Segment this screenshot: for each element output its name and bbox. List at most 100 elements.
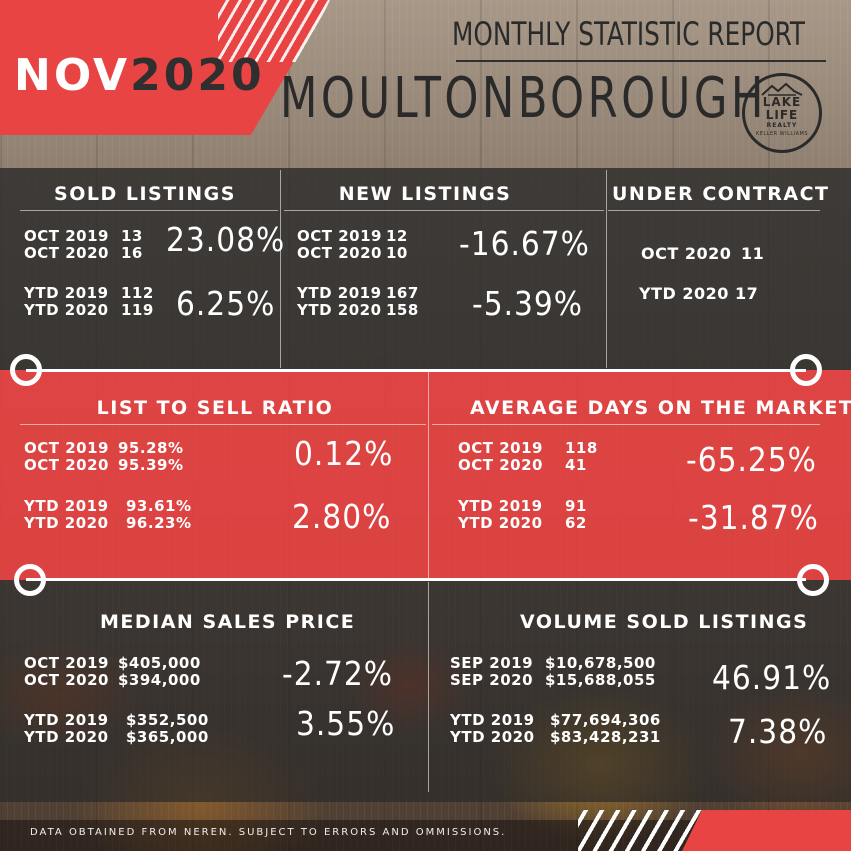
under-contract-label-1: OCT 2020 <box>641 244 732 263</box>
days-ytd-label-1: YTD 2019 <box>458 497 543 515</box>
volume-ytd-value-2: $83,428,231 <box>550 728 661 746</box>
bottom-stats-band <box>0 580 851 802</box>
volume-sold-title: VOLUME SOLD LISTINGS <box>520 611 809 633</box>
median-monthly-row-1: OCT 2019 $405,000 <box>24 654 200 672</box>
days-monthly-row-2: OCT 2020 41 <box>458 456 586 474</box>
ratio-ytd-label-1: YTD 2019 <box>24 497 109 515</box>
divider-top-1 <box>280 170 281 368</box>
ratio-ytd-value-1: 93.61% <box>126 497 192 515</box>
logo-sub: REALTY <box>766 122 798 129</box>
ratio-ytd-change: 2.80% <box>292 497 392 536</box>
sold-monthly-value-2: 16 <box>121 244 143 262</box>
report-year: 2020 <box>130 50 265 101</box>
report-month: NOV <box>14 50 131 101</box>
mountain-icon <box>761 82 803 96</box>
median-ytd-row-2: YTD 2020 $365,000 <box>24 728 208 746</box>
days-monthly-change: -65.25% <box>686 440 817 479</box>
sold-ytd-label-1: YTD 2019 <box>24 284 109 302</box>
median-monthly-label-1: OCT 2019 <box>24 654 109 672</box>
sold-ytd-row-1: YTD 2019 112 <box>24 284 153 302</box>
volume-ytd-label-1: YTD 2019 <box>450 711 535 729</box>
sold-monthly-label-2: OCT 2020 <box>24 244 109 262</box>
sold-ytd-label-2: YTD 2020 <box>24 301 109 319</box>
avg-days-underline <box>432 424 820 425</box>
new-ytd-row-1: YTD 2019 167 <box>297 284 418 302</box>
new-ytd-row-2: YTD 2020 158 <box>297 302 418 319</box>
days-ytd-label-2: YTD 2020 <box>458 514 543 532</box>
footer-red-block <box>682 810 851 851</box>
sold-ytd-change: 6.25% <box>176 284 276 323</box>
median-ytd-change: 3.55% <box>296 704 396 743</box>
median-monthly-value-1: $405,000 <box>118 654 201 672</box>
sold-listings-title: SOLD LISTINGS <box>54 183 236 205</box>
ratio-ytd-label-2: YTD 2020 <box>24 514 109 532</box>
days-monthly-label-2: OCT 2020 <box>458 456 543 474</box>
under-contract-label-2: YTD 2020 <box>639 284 729 303</box>
sold-ytd-value-2: 119 <box>121 301 154 319</box>
under-contract-underline <box>608 210 820 211</box>
divider-middle <box>428 372 429 578</box>
logo-name-line2: LIFE <box>765 108 799 122</box>
ratio-monthly-row-2: OCT 2020 95.39% <box>24 457 183 474</box>
logo-brokerage: KELLER WILLIAMS <box>755 131 809 137</box>
separator-line-2 <box>26 578 806 581</box>
new-listings-underline <box>284 210 604 211</box>
data-disclaimer: DATA OBTAINED FROM NEREN. SUBJECT TO ERR… <box>30 827 507 838</box>
separator-ring-left-2 <box>14 564 46 596</box>
separator-line-1 <box>26 369 806 372</box>
volume-ytd-value-1: $77,694,306 <box>550 711 661 729</box>
avg-days-title: AVERAGE DAYS ON THE MARKET <box>470 397 851 419</box>
new-monthly-value-1: 12 <box>386 227 408 245</box>
new-monthly-label-1: OCT 2019 <box>297 227 382 245</box>
ratio-ytd-row-1: YTD 2019 93.61% <box>24 497 191 515</box>
ratio-monthly-change: 0.12% <box>294 434 394 473</box>
sold-monthly-label-1: OCT 2019 <box>24 227 109 245</box>
new-ytd-value-2: 158 <box>386 301 419 319</box>
volume-ytd-row-2: YTD 2020 $83,428,231 <box>450 729 660 746</box>
top-stats-band <box>0 168 851 370</box>
ratio-ytd-value-2: 96.23% <box>126 514 192 532</box>
ratio-monthly-value-2: 95.39% <box>118 456 184 474</box>
separator-ring-right-1 <box>790 354 822 386</box>
middle-stats-band <box>0 370 851 580</box>
under-contract-value-1: 11 <box>741 244 765 263</box>
volume-monthly-value-2: $15,688,055 <box>545 671 656 689</box>
list-to-sell-underline <box>20 424 426 425</box>
ratio-monthly-row-1: OCT 2019 95.28% <box>24 440 183 457</box>
volume-monthly-label-2: SEP 2020 <box>450 671 534 689</box>
under-contract-value-2: 17 <box>735 284 759 303</box>
new-monthly-row-1: OCT 2019 12 <box>297 227 407 245</box>
ratio-monthly-value-1: 95.28% <box>118 439 184 457</box>
title-rule <box>456 60 826 62</box>
city-title: MOULTONBOROUGH <box>280 66 767 131</box>
new-monthly-label-2: OCT 2020 <box>297 244 382 262</box>
new-monthly-value-2: 10 <box>386 244 408 262</box>
divider-top-2 <box>606 170 607 368</box>
separator-ring-left-1 <box>10 354 42 386</box>
under-contract-row-1: OCT 2020 11 <box>641 244 764 263</box>
median-ytd-label-2: YTD 2020 <box>24 728 109 746</box>
days-ytd-row-2: YTD 2020 62 <box>458 514 586 532</box>
report-title: MONTHLY STATISTIC REPORT <box>452 15 805 53</box>
median-monthly-row-2: OCT 2020 $394,000 <box>24 672 200 689</box>
median-ytd-value-1: $352,500 <box>126 711 209 729</box>
median-monthly-value-2: $394,000 <box>118 671 201 689</box>
volume-monthly-change: 46.91% <box>712 658 832 697</box>
ratio-ytd-row-2: YTD 2020 96.23% <box>24 514 191 532</box>
sold-ytd-row-2: YTD 2020 119 <box>24 301 153 319</box>
separator-ring-right-2 <box>797 564 829 596</box>
volume-monthly-label-1: SEP 2019 <box>450 654 534 672</box>
logo-name: LAKE LIFE <box>745 96 819 122</box>
median-ytd-row-1: YTD 2019 $352,500 <box>24 711 208 729</box>
median-ytd-label-1: YTD 2019 <box>24 711 109 729</box>
median-monthly-change: -2.72% <box>282 654 394 693</box>
divider-bottom <box>428 582 429 792</box>
days-monthly-row-1: OCT 2019 118 <box>458 440 597 457</box>
sold-monthly-value-1: 13 <box>121 227 143 245</box>
under-contract-row-2: YTD 2020 17 <box>639 284 758 303</box>
median-ytd-value-2: $365,000 <box>126 728 209 746</box>
logo-name-line1: LAKE <box>762 95 802 109</box>
new-ytd-label-1: YTD 2019 <box>297 284 382 302</box>
lake-life-realty-logo: LAKE LIFE REALTY KELLER WILLIAMS <box>742 73 822 153</box>
volume-monthly-row-1: SEP 2019 $10,678,500 <box>450 654 655 672</box>
